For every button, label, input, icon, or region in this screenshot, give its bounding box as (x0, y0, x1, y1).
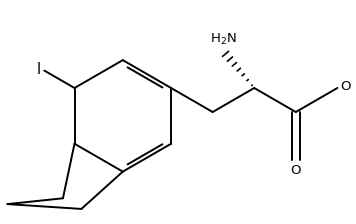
Text: I: I (36, 62, 41, 77)
Text: O: O (340, 80, 351, 93)
Text: H$_2$N: H$_2$N (210, 32, 237, 47)
Text: O: O (290, 164, 301, 177)
